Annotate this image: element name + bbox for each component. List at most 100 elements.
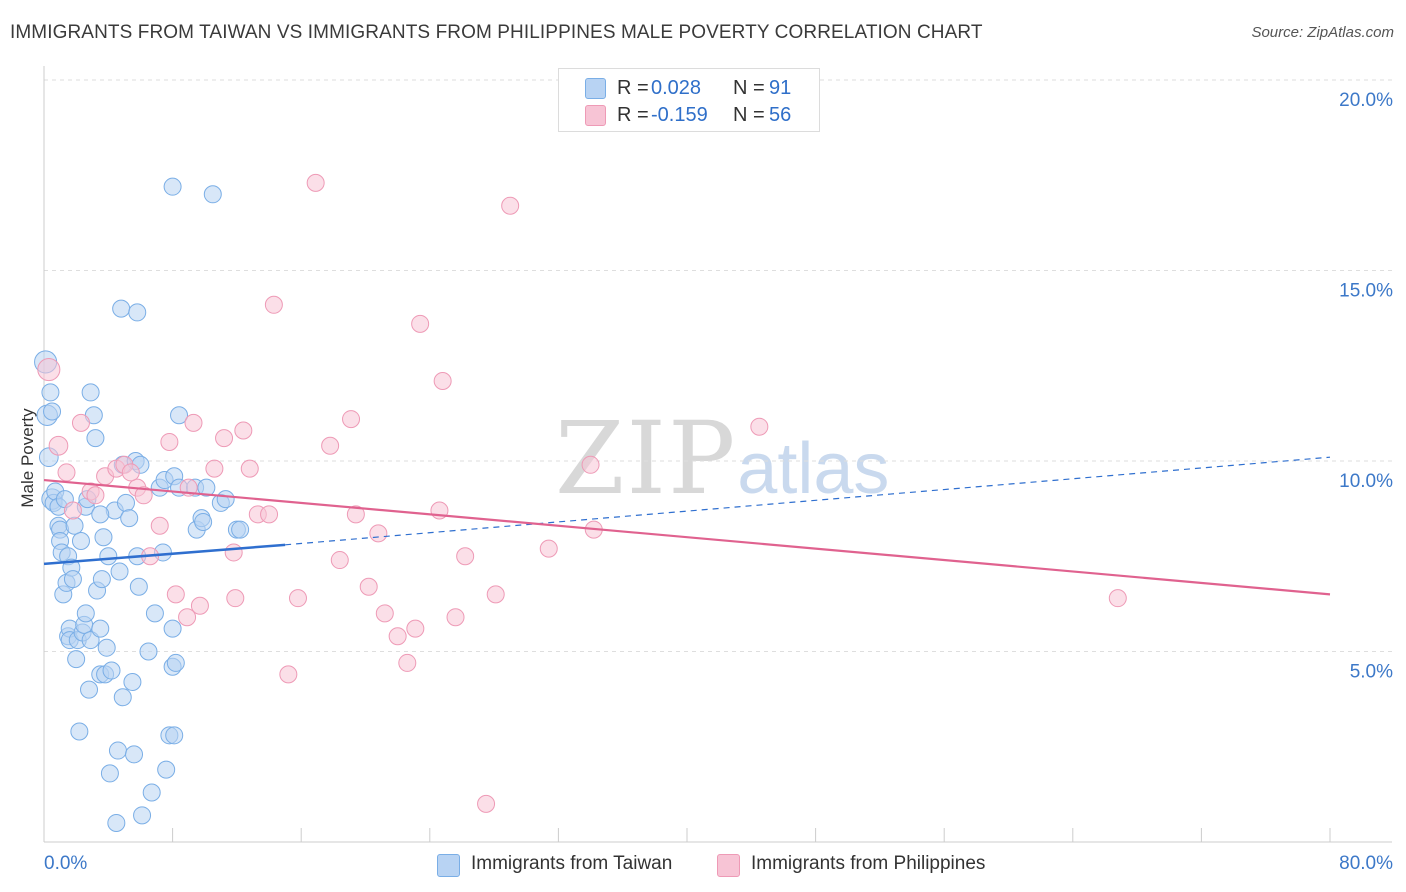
- philippines-point: [279, 665, 298, 684]
- taiwan-point: [165, 726, 184, 745]
- philippines-point: [539, 539, 558, 558]
- philippines-point: [456, 547, 475, 566]
- philippines-point: [37, 358, 61, 382]
- taiwan-point: [197, 478, 216, 497]
- philippines-point: [406, 619, 425, 638]
- source-credit: Source: ZipAtlas.com: [1251, 24, 1394, 41]
- taiwan-point: [76, 604, 95, 623]
- philippines-point: [477, 794, 496, 813]
- n-value: 91: [769, 77, 792, 99]
- philippines-point: [342, 410, 361, 429]
- taiwan-trend-dashed: [285, 456, 1331, 546]
- philippines-swatch: [585, 105, 606, 126]
- taiwan-point: [81, 383, 100, 402]
- philippines-point: [264, 295, 283, 314]
- taiwan-point: [170, 406, 189, 425]
- legend-label: Immigrants from Taiwan: [471, 853, 673, 874]
- philippines-point: [134, 486, 153, 505]
- n-label: N =: [733, 77, 765, 99]
- x-tick-label: 80.0%: [1339, 853, 1393, 874]
- taiwan-point: [116, 493, 135, 512]
- taiwan-point: [203, 185, 222, 204]
- taiwan-point: [128, 303, 147, 322]
- taiwan-point: [99, 547, 118, 566]
- tick-labels: 5.0% 10.0% 15.0% 20.0% 0.0% 80.0%: [44, 90, 1393, 874]
- philippines-point: [306, 173, 325, 192]
- r-value: 0.028: [651, 77, 702, 99]
- philippines-point: [1108, 589, 1127, 608]
- taiwan-point: [97, 638, 116, 657]
- r-label: R =: [617, 77, 649, 99]
- stats-legend: R = 0.028 N = 91 R = -0.159 N = 56: [558, 68, 820, 132]
- taiwan-point: [129, 577, 148, 596]
- philippines-point: [121, 463, 140, 482]
- philippines-point: [501, 196, 520, 215]
- taiwan-point: [41, 383, 60, 402]
- taiwan-point: [108, 741, 127, 760]
- taiwan-point: [125, 745, 144, 764]
- taiwan-point: [91, 619, 110, 638]
- y-tick-label: 15.0%: [1339, 281, 1393, 302]
- n-label: N =: [733, 104, 765, 126]
- philippines-legend-swatch: [717, 854, 740, 877]
- philippines-point: [346, 505, 365, 524]
- taiwan-point: [194, 512, 213, 531]
- taiwan-point: [92, 570, 111, 589]
- r-value: -0.159: [651, 104, 708, 126]
- philippines-point: [240, 459, 259, 478]
- philippines-point: [433, 371, 452, 390]
- taiwan-point: [133, 806, 152, 825]
- philippines-point: [48, 435, 69, 456]
- philippines-point: [388, 627, 407, 646]
- philippines-point: [288, 589, 307, 608]
- y-tick-label: 10.0%: [1339, 471, 1393, 492]
- philippines-point: [150, 516, 169, 535]
- taiwan-point: [142, 783, 161, 802]
- y-tick-label: 20.0%: [1339, 90, 1393, 111]
- taiwan-point: [157, 760, 176, 779]
- philippines-point: [321, 436, 340, 455]
- philippines-point: [375, 604, 394, 623]
- philippines-point: [71, 413, 90, 432]
- taiwan-point: [70, 722, 89, 741]
- taiwan-point: [94, 528, 113, 547]
- philippines-point: [330, 551, 349, 570]
- taiwan-point: [163, 177, 182, 196]
- taiwan-point: [100, 764, 119, 783]
- philippines-point: [581, 455, 600, 474]
- taiwan-point: [107, 813, 126, 832]
- philippines-point: [224, 543, 243, 562]
- chart-title: IMMIGRANTS FROM TAIWAN VS IMMIGRANTS FRO…: [10, 22, 983, 43]
- philippines-point: [359, 577, 378, 596]
- philippines-point: [178, 608, 197, 627]
- y-axis-label: Male Poverty: [18, 408, 37, 508]
- taiwan-trend-line: [43, 543, 286, 566]
- philippines-trend-line: [43, 478, 1331, 596]
- philippines-point: [369, 524, 388, 543]
- taiwan-point: [67, 650, 86, 669]
- taiwan-swatch: [585, 78, 606, 99]
- philippines-point: [166, 585, 185, 604]
- philippines-point: [398, 653, 417, 672]
- philippines-point: [63, 501, 82, 520]
- philippines-point: [234, 421, 253, 440]
- taiwan-point: [113, 688, 132, 707]
- philippines-point: [446, 608, 465, 627]
- taiwan-point: [112, 299, 131, 318]
- axes: [43, 66, 1392, 843]
- taiwan-point: [80, 680, 99, 699]
- philippines-point: [215, 429, 234, 448]
- taiwan-point: [120, 509, 139, 528]
- philippines-point: [57, 463, 76, 482]
- gridlines: [44, 79, 1392, 652]
- philippines-point: [184, 413, 203, 432]
- taiwan-legend-swatch: [437, 854, 460, 877]
- philippines-point: [160, 432, 179, 451]
- philippines-point: [750, 417, 769, 436]
- philippines-point: [411, 314, 430, 333]
- taiwan-point: [139, 642, 158, 661]
- philippines-point: [486, 585, 505, 604]
- taiwan-point: [110, 562, 129, 581]
- philippines-point: [205, 459, 224, 478]
